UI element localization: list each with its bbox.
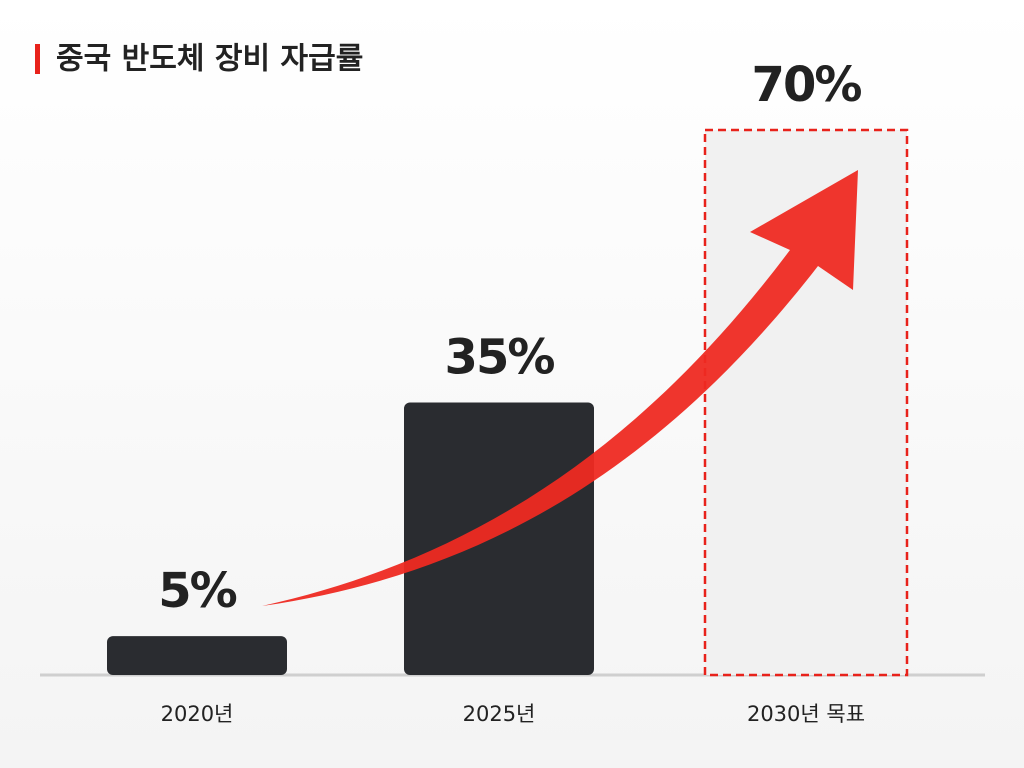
value-label: 5%	[158, 563, 236, 619]
value-label: 70%	[752, 57, 862, 113]
value-label: 35%	[445, 330, 555, 386]
x-tick-label: 2020년	[161, 702, 234, 726]
x-tick-label: 2030년 목표	[747, 702, 865, 726]
title-accent	[35, 44, 40, 74]
chart-title: 중국 반도체 장비 자급률	[56, 42, 363, 77]
x-tick-label: 2025년	[463, 702, 536, 726]
bar	[404, 402, 594, 675]
labels: 5% 2020년 35% 2025년 70% 2030년 목표	[158, 57, 865, 726]
trend-arrow	[262, 170, 858, 606]
bar	[107, 636, 287, 675]
